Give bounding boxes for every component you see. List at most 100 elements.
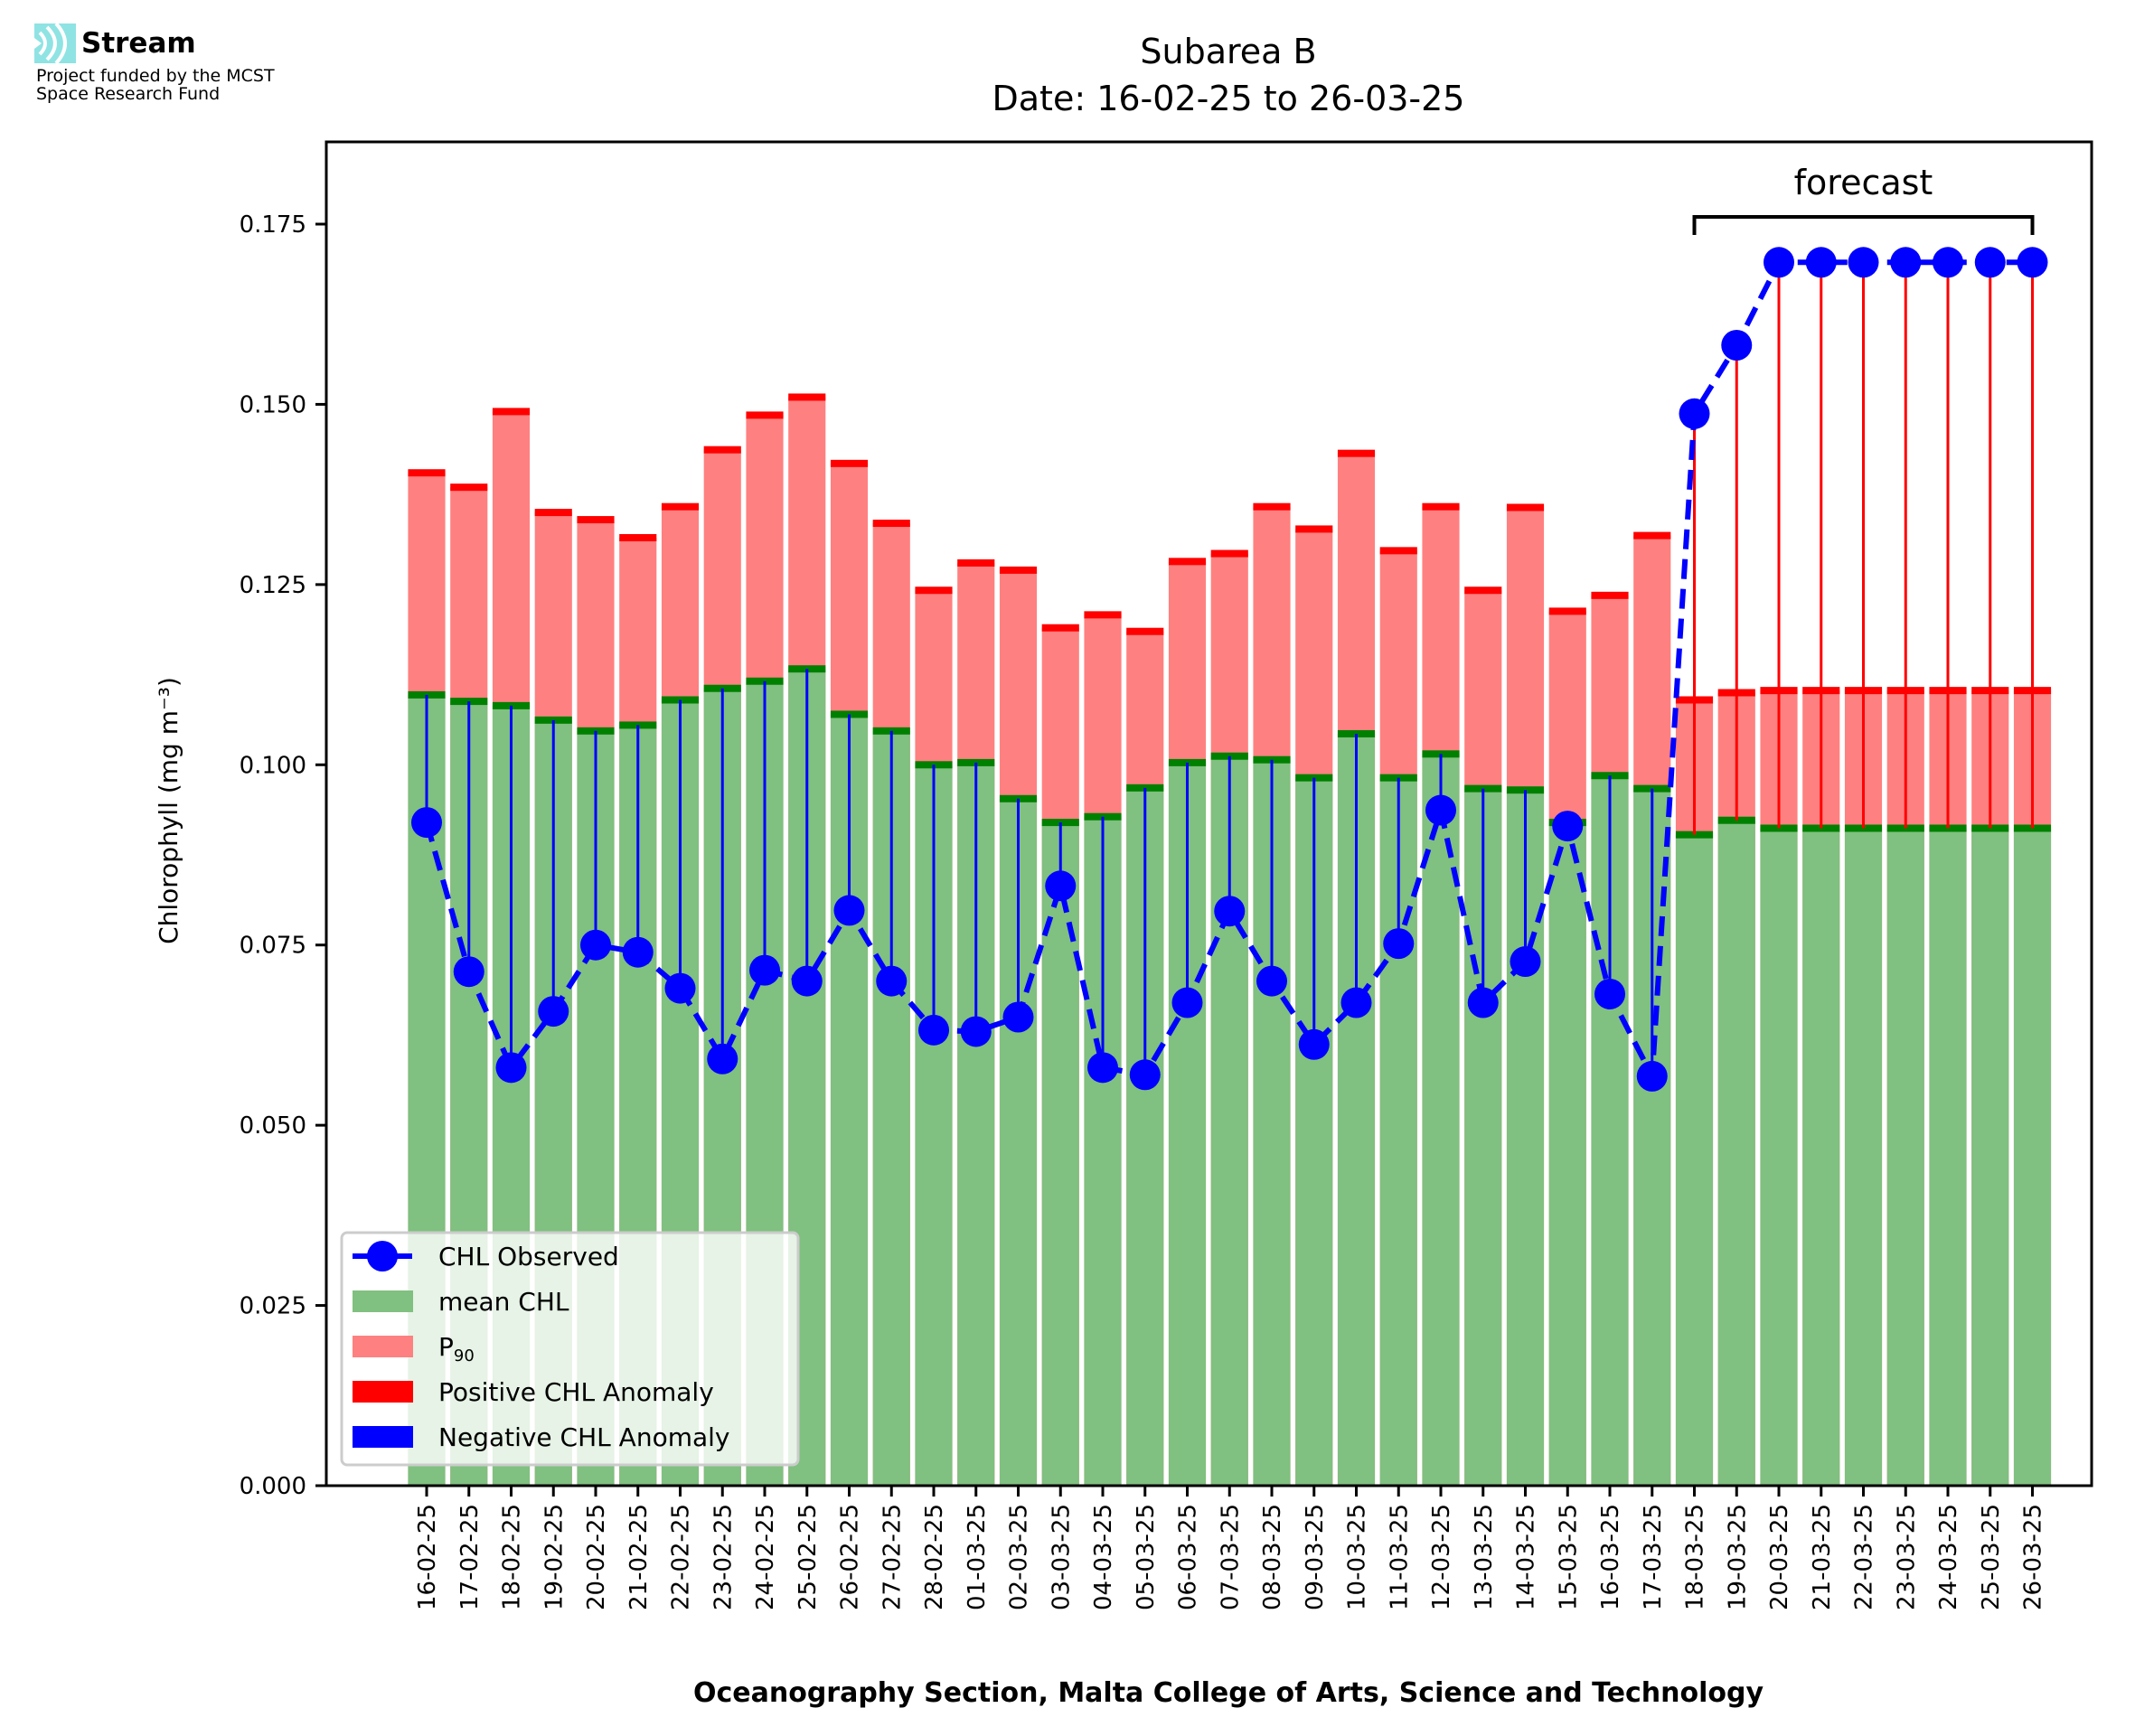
x-tick-label: 24-03-25: [1935, 1504, 1962, 1610]
observed-point: [1383, 928, 1415, 960]
p90-cap: [999, 566, 1038, 574]
forecast-bracket: [1692, 215, 2035, 235]
p90-cap: [1591, 591, 1629, 599]
y-tick-label: 0.175: [240, 211, 306, 239]
observed-point: [538, 996, 569, 1028]
x-tick-label: 06-03-25: [1175, 1504, 1202, 1610]
observed-point: [664, 972, 696, 1004]
mean-bar: [1717, 820, 1755, 1486]
x-tick-label: 21-03-25: [1809, 1504, 1836, 1610]
brand: Stream: [34, 23, 196, 63]
p90-cap: [1337, 449, 1376, 457]
observed-point: [707, 1043, 738, 1074]
y-tick-label: 0.150: [240, 391, 306, 418]
y-tick-label: 0.025: [240, 1293, 306, 1320]
x-tick-label: 10-03-25: [1344, 1504, 1371, 1610]
observed-point: [1636, 1060, 1668, 1092]
p90-cap: [1295, 525, 1333, 533]
x-tick-label: 04-03-25: [1090, 1504, 1117, 1610]
stream-waves-icon: [34, 23, 76, 63]
p90-cap: [661, 502, 700, 511]
observed-point: [1045, 870, 1077, 902]
x-tick-label: 18-02-25: [499, 1504, 526, 1610]
x-tick-label: 28-02-25: [921, 1504, 948, 1610]
x-tick-label: 21-02-25: [626, 1504, 653, 1610]
x-tick-label: 25-03-25: [1978, 1504, 2005, 1610]
x-tick-label: 23-03-25: [1893, 1504, 1920, 1610]
x-tick-label: 16-03-25: [1597, 1504, 1624, 1610]
axes-frame: [325, 140, 2093, 1487]
observed-point: [960, 1016, 992, 1047]
observed-point: [1594, 978, 1625, 1009]
x-tick-label: 22-02-25: [668, 1504, 695, 1610]
y-tick-label: 0.050: [240, 1112, 306, 1140]
p90-cap: [450, 483, 488, 492]
x-tick-label: 17-03-25: [1640, 1504, 1667, 1610]
observed-point: [791, 965, 823, 997]
legend-label: P90: [438, 1332, 475, 1365]
mean-bar: [2013, 828, 2052, 1486]
mean-bar: [1675, 834, 1714, 1486]
mean-bar: [1844, 828, 1883, 1486]
x-tick-label: 08-03-25: [1259, 1504, 1286, 1610]
y-tick-label: 0.000: [240, 1473, 306, 1500]
x-tick-label: 12-03-25: [1428, 1504, 1455, 1610]
observed-point: [1002, 1001, 1034, 1033]
axes-layer: 0.000 0.025 0.050 0.075 0.100 0.125 0.150 0.175…: [240, 140, 2093, 1610]
p90-cap: [1084, 611, 1122, 619]
legend-box: [340, 1231, 800, 1467]
observed-point: [1933, 247, 1963, 278]
legend-marker-swatch: [367, 1241, 398, 1272]
p90-cap: [577, 516, 615, 524]
observed-point: [1298, 1028, 1330, 1060]
observed-point: [411, 807, 442, 839]
funding-note: Project funded by the MCST Space Researc…: [36, 67, 275, 103]
observed-line-layer: [411, 247, 2048, 1092]
observed-point: [833, 895, 865, 926]
x-tick-label: 20-02-25: [583, 1504, 610, 1610]
p90-cap: [1253, 502, 1291, 511]
y-axis-label: Chlorophyll (mg m⁻³): [154, 677, 183, 944]
observed-point: [1974, 247, 2006, 278]
p90-cap: [619, 534, 657, 542]
observed-point: [1171, 987, 1203, 1018]
legend-patch-swatch: [353, 1336, 413, 1357]
legend-label-subscript: 90: [454, 1347, 475, 1365]
observed-point: [1679, 398, 1710, 429]
legend: CHL Observed mean CHL P90 Positive CHL Anom…: [340, 1231, 800, 1467]
x-tick-label: 25-02-25: [795, 1504, 822, 1610]
x-tick-label: 11-03-25: [1386, 1504, 1413, 1610]
x-tick-label: 22-03-25: [1851, 1504, 1878, 1610]
observed-point: [1214, 896, 1246, 927]
legend-patch-swatch: [353, 1381, 413, 1403]
observed-point: [2017, 247, 2048, 278]
x-tick-label: 15-03-25: [1555, 1504, 1582, 1610]
x-tick-label: 09-03-25: [1302, 1504, 1329, 1610]
mean-bar: [1548, 822, 1586, 1486]
p90-cap: [830, 459, 869, 467]
x-tick-label: 20-03-25: [1766, 1504, 1793, 1610]
p90-cap: [1041, 624, 1079, 632]
observed-point: [1467, 987, 1499, 1018]
x-tick-label: 26-02-25: [837, 1504, 864, 1610]
x-axis-label: Oceanography Section, Malta College of A…: [693, 1677, 1764, 1709]
anomaly-stems-layer: [425, 262, 2034, 1076]
x-tick-label: 18-03-25: [1682, 1504, 1709, 1610]
observed-point: [918, 1014, 949, 1046]
y-tick-label: 0.075: [240, 933, 306, 960]
observed-point: [1764, 247, 1794, 278]
x-tick-label: 14-03-25: [1513, 1504, 1540, 1610]
x-tick-label: 05-03-25: [1133, 1504, 1160, 1610]
legend-label: mean CHL: [438, 1287, 569, 1317]
x-tick-label: 01-03-25: [964, 1504, 991, 1610]
observed-point: [1805, 247, 1837, 278]
observed-point: [1087, 1052, 1118, 1084]
y-tick-label: 0.125: [240, 572, 306, 599]
observed-point: [1510, 946, 1541, 978]
p90-cap: [957, 558, 995, 567]
p90-cap: [1506, 503, 1545, 511]
p90-cap: [703, 446, 741, 454]
legend-patch-swatch: [353, 1426, 413, 1448]
x-tick-label: 19-02-25: [541, 1504, 568, 1610]
y-tick-label: 0.100: [240, 752, 306, 779]
